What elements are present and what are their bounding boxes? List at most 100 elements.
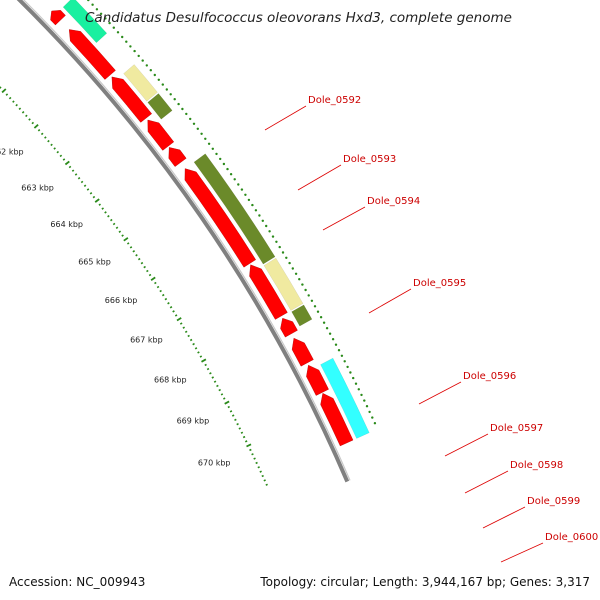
tick-track bbox=[0, 86, 268, 486]
minor-tick bbox=[227, 405, 230, 409]
minor-tick bbox=[143, 265, 146, 269]
track-dot bbox=[129, 45, 132, 48]
minor-tick bbox=[240, 431, 244, 434]
major-tick bbox=[224, 400, 230, 405]
track-dot bbox=[145, 64, 148, 67]
reverse-cds-arrow bbox=[147, 119, 175, 151]
minor-tick bbox=[18, 107, 22, 111]
topology-text: Topology: circular; Length: 3,944,167 bp… bbox=[259, 575, 590, 589]
major-tick bbox=[123, 237, 129, 242]
gene-label-leader bbox=[264, 105, 307, 131]
track-dot bbox=[310, 299, 314, 302]
major-tick bbox=[64, 160, 70, 166]
backbone bbox=[16, 0, 351, 483]
minor-tick bbox=[140, 261, 144, 265]
reverse-cds-arrow bbox=[320, 393, 354, 447]
track-dot bbox=[157, 78, 160, 82]
gene-label-leader bbox=[297, 164, 342, 191]
track-dot bbox=[222, 162, 226, 166]
track-dot bbox=[268, 230, 271, 233]
backbone-arc bbox=[16, 0, 350, 483]
track-dot bbox=[331, 338, 335, 341]
minor-tick bbox=[62, 158, 66, 161]
minor-tick bbox=[211, 376, 215, 379]
track-dot bbox=[328, 332, 332, 335]
major-tick bbox=[94, 198, 100, 203]
minor-tick bbox=[261, 474, 264, 478]
track-dot bbox=[346, 365, 349, 369]
minor-tick bbox=[259, 470, 262, 473]
minor-tick bbox=[44, 136, 47, 139]
minor-tick bbox=[121, 234, 124, 237]
gene-label-leader bbox=[444, 433, 489, 457]
track-dot bbox=[87, 0, 90, 2]
minor-tick bbox=[234, 418, 237, 422]
gene-label[interactable]: Dole_0596 bbox=[463, 371, 516, 382]
gene-label[interactable]: Dole_0597 bbox=[490, 423, 543, 434]
gene-label-leader bbox=[418, 381, 462, 405]
track-dot bbox=[211, 147, 214, 150]
minor-tick bbox=[86, 188, 90, 191]
backbone-shadow bbox=[22, 0, 351, 481]
forward-dot-track bbox=[87, 0, 377, 425]
minor-tick bbox=[12, 100, 15, 103]
track-dot bbox=[319, 316, 323, 319]
minor-tick bbox=[156, 285, 160, 289]
track-dot bbox=[196, 127, 199, 130]
major-tick bbox=[150, 276, 156, 281]
minor-tick bbox=[5, 93, 9, 96]
forward-cds-block bbox=[263, 257, 304, 311]
minor-tick bbox=[92, 195, 96, 199]
track-dot bbox=[291, 267, 294, 270]
minor-tick bbox=[83, 184, 87, 188]
track-dot bbox=[258, 214, 261, 217]
track-dot bbox=[285, 256, 288, 259]
track-dot bbox=[247, 198, 251, 202]
minor-tick bbox=[112, 222, 116, 226]
minor-tick bbox=[194, 347, 198, 350]
minor-tick bbox=[146, 269, 149, 273]
minor-tick bbox=[257, 466, 260, 469]
forward-cds-block bbox=[123, 64, 158, 102]
gene-label[interactable]: Dole_0593 bbox=[343, 154, 396, 165]
minor-tick bbox=[216, 384, 219, 388]
tick-label: 668 kbp bbox=[154, 376, 187, 385]
minor-tick bbox=[40, 132, 44, 136]
gene-label[interactable]: Dole_0594 bbox=[367, 196, 420, 207]
minor-tick bbox=[213, 380, 217, 383]
track-dot bbox=[334, 343, 338, 346]
reverse-cds-arrow bbox=[50, 10, 66, 26]
minor-tick bbox=[218, 388, 221, 392]
gene-label[interactable]: Dole_0598 bbox=[510, 460, 563, 471]
track-dot bbox=[108, 21, 111, 25]
minor-tick bbox=[126, 242, 130, 245]
minor-tick bbox=[53, 147, 56, 150]
major-tick bbox=[33, 124, 39, 129]
track-dot bbox=[298, 278, 301, 281]
track-dot bbox=[261, 219, 264, 222]
minor-tick bbox=[56, 150, 60, 154]
major-tick bbox=[201, 358, 207, 363]
track-dot bbox=[363, 399, 366, 402]
minor-tick bbox=[89, 192, 93, 195]
minor-tick bbox=[206, 367, 210, 371]
minor-tick bbox=[164, 297, 168, 301]
track-dot bbox=[278, 245, 281, 249]
tick-label: 664 kbp bbox=[50, 220, 83, 229]
gene-label[interactable]: Dole_0600 bbox=[545, 532, 598, 543]
minor-tick bbox=[159, 289, 162, 293]
track-dot bbox=[357, 388, 360, 391]
track-dot bbox=[233, 178, 236, 181]
minor-tick bbox=[132, 250, 136, 253]
minor-tick bbox=[255, 461, 258, 465]
minor-tick bbox=[242, 435, 246, 439]
gene-label[interactable]: Dole_0595 bbox=[413, 278, 466, 289]
track-dot bbox=[244, 193, 247, 196]
gene-label[interactable]: Dole_0599 bbox=[527, 496, 580, 507]
minor-tick bbox=[74, 173, 78, 176]
gene-label[interactable]: Dole_0592 bbox=[308, 95, 361, 106]
track-dot bbox=[133, 49, 136, 53]
forward-cds-block bbox=[291, 304, 313, 327]
